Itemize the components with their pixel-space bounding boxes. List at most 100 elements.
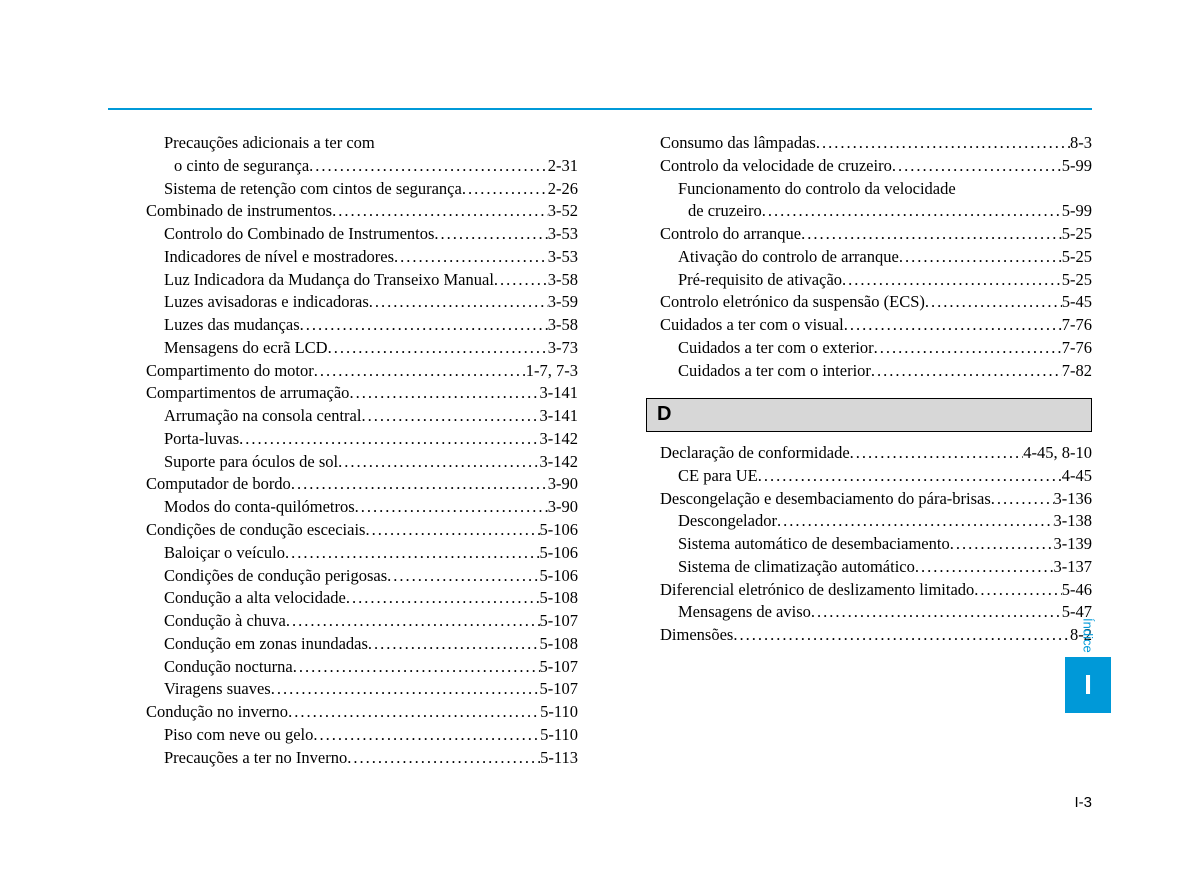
leader-dots	[286, 610, 540, 633]
index-entry: Cuidados a ter com o exterior 7-76	[622, 337, 1092, 360]
leader-dots	[892, 155, 1062, 178]
entry-label: Sistema de retenção com cintos de segura…	[164, 178, 462, 201]
entry-page: 3-136	[1054, 488, 1093, 511]
index-entry: Condução nocturna 5-107	[108, 656, 578, 679]
entry-label: Condução à chuva	[164, 610, 286, 633]
index-entry: Condições de condução esceciais 5-106	[108, 519, 578, 542]
entry-page: 3-58	[548, 269, 578, 292]
entry-page: 3-53	[548, 223, 578, 246]
entry-page: 5-107	[540, 610, 579, 633]
leader-dots	[925, 291, 1062, 314]
entry-page: 3-52	[548, 200, 578, 223]
leader-dots	[368, 633, 540, 656]
entry-page: 5-45	[1062, 291, 1092, 314]
leader-dots	[462, 178, 548, 201]
leader-dots	[974, 579, 1061, 602]
index-entry: Controlo do Combinado de Instrumentos 3-…	[108, 223, 578, 246]
entry-label: Mensagens de aviso	[678, 601, 811, 624]
entry-label: Mensagens do ecrã LCD	[164, 337, 328, 360]
entry-label: CE para UE	[678, 465, 758, 488]
index-entry: Cuidados a ter com o interior 7-82	[622, 360, 1092, 383]
index-entry: Compartimentos de arrumação 3-141	[108, 382, 578, 405]
entry-page: 7-76	[1062, 337, 1092, 360]
index-entry: Luzes avisadoras e indicadoras 3-59	[108, 291, 578, 314]
entry-label: Diferencial eletrónico de deslizamento l…	[660, 579, 974, 602]
entry-page: 5-99	[1062, 155, 1092, 178]
index-entry: Piso com neve ou gelo 5-110	[108, 724, 578, 747]
index-entry: Precauções a ter no Inverno 5-113	[108, 747, 578, 770]
entry-label: Indicadores de nível e mostradores	[164, 246, 394, 269]
entry-label: Consumo das lâmpadas	[660, 132, 816, 155]
entry-page: 3-90	[548, 473, 578, 496]
index-entry: Declaração de conformidade 4-45, 8-10	[622, 442, 1092, 465]
entry-page: 3-137	[1054, 556, 1093, 579]
entry-label: Condução a alta velocidade	[164, 587, 346, 610]
index-columns: Precauções adicionais a ter como cinto d…	[108, 132, 1092, 769]
entry-label: Ativação do controlo de arranque	[678, 246, 899, 269]
entry-label: Controlo do arranque	[660, 223, 801, 246]
leader-dots	[950, 533, 1054, 556]
entry-page: 5-25	[1062, 246, 1092, 269]
index-entry: Pré-requisito de ativação 5-25	[622, 269, 1092, 292]
leader-dots	[300, 314, 548, 337]
leader-dots	[494, 269, 548, 292]
entry-label: Modos do conta-quilómetros	[164, 496, 355, 519]
leader-dots	[361, 405, 539, 428]
leader-dots	[309, 155, 548, 178]
entry-label: Combinado de instrumentos	[146, 200, 332, 223]
index-entry: Computador de bordo 3-90	[108, 473, 578, 496]
index-entry: Luz Indicadora da Mudança do Transeixo M…	[108, 269, 578, 292]
leader-dots	[850, 442, 1024, 465]
entry-label: Declaração de conformidade	[660, 442, 850, 465]
leader-dots	[314, 360, 526, 383]
entry-page: 4-45, 8-10	[1023, 442, 1092, 465]
index-entry: Suporte para óculos de sol 3-142	[108, 451, 578, 474]
entry-label: Descongelação e desembaciamento do pára-…	[660, 488, 991, 511]
entry-label: Controlo do Combinado de Instrumentos	[164, 223, 434, 246]
side-tab-label: Índice	[1081, 618, 1096, 653]
entry-label: Condução no inverno	[146, 701, 288, 724]
leader-dots	[346, 587, 540, 610]
entry-label: Condições de condução perigosas	[164, 565, 387, 588]
leader-dots	[285, 542, 540, 565]
entry-label: Suporte para óculos de sol	[164, 451, 338, 474]
index-entry: Condução à chuva 5-107	[108, 610, 578, 633]
leader-dots	[271, 678, 540, 701]
entry-page: 7-76	[1062, 314, 1092, 337]
entry-page: 3-141	[540, 405, 579, 428]
leader-dots	[762, 200, 1062, 223]
entry-page: 3-53	[548, 246, 578, 269]
entry-label: Cuidados a ter com o exterior	[678, 337, 874, 360]
leader-dots	[915, 556, 1054, 579]
entry-label: Controlo da velocidade de cruzeiro	[660, 155, 892, 178]
entry-page: 4-45	[1062, 465, 1092, 488]
entry-label: Piso com neve ou gelo	[164, 724, 313, 747]
entry-label: Pré-requisito de ativação	[678, 269, 842, 292]
leader-dots	[733, 624, 1070, 647]
leader-dots	[332, 200, 548, 223]
entry-label: Compartimento do motor	[146, 360, 314, 383]
entry-page: 5-110	[540, 724, 578, 747]
index-entry: Arrumação na consola central 3-141	[108, 405, 578, 428]
leader-dots	[239, 428, 539, 451]
leader-dots	[349, 382, 539, 405]
entry-label: Baloiçar o veículo	[164, 542, 285, 565]
leader-dots	[369, 291, 548, 314]
entry-label: Porta-luvas	[164, 428, 239, 451]
index-entry: Descongelador 3-138	[622, 510, 1092, 533]
entry-page: 5-106	[540, 565, 579, 588]
leader-dots	[387, 565, 539, 588]
page-number: I-3	[1074, 794, 1092, 811]
index-entry: Sistema de climatização automático 3-137	[622, 556, 1092, 579]
index-entry: Viragens suaves 5-107	[108, 678, 578, 701]
entry-page: 5-99	[1062, 200, 1092, 223]
entry-page: 8-3	[1070, 132, 1092, 155]
index-entry: Funcionamento do controlo da velocidade	[622, 178, 1092, 201]
leader-dots	[811, 601, 1062, 624]
index-entry: Sistema de retenção com cintos de segura…	[108, 178, 578, 201]
entry-label: Descongelador	[678, 510, 777, 533]
leader-dots	[777, 510, 1054, 533]
entry-label: Condições de condução esceciais	[146, 519, 365, 542]
entry-label: Cuidados a ter com o interior	[678, 360, 871, 383]
leader-dots	[293, 656, 540, 679]
